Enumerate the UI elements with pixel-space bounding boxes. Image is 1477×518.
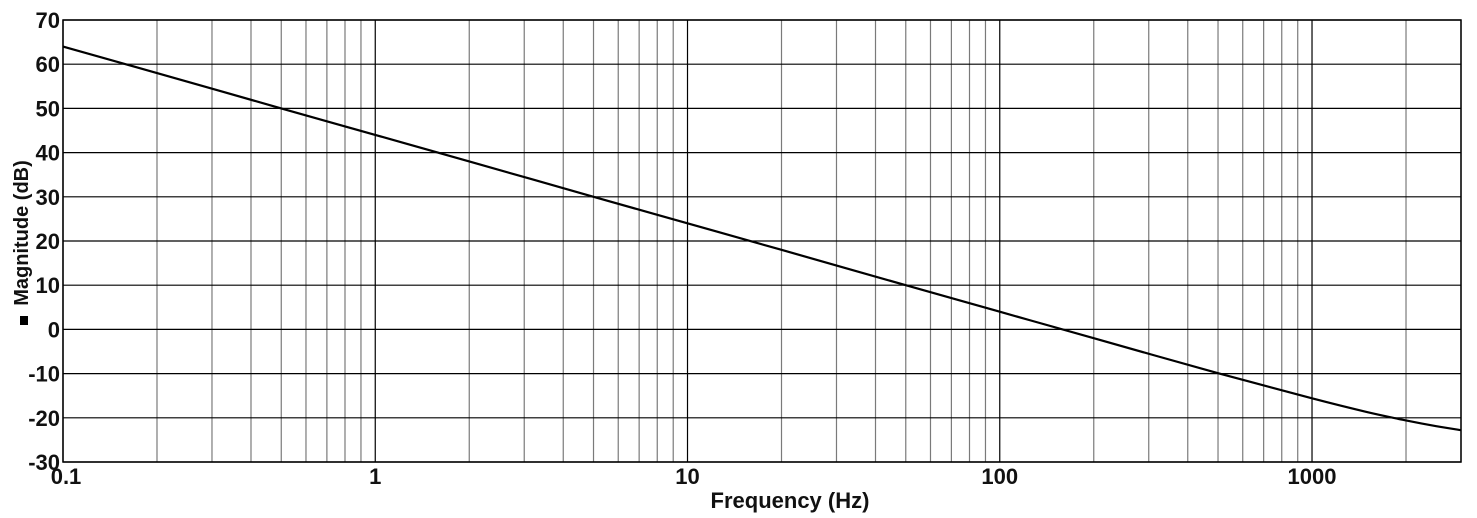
- y-tick-labels: 70 60 50 40 30 20 10 0 -10 -20 -30: [28, 8, 60, 475]
- x-axis-label: Frequency (Hz): [711, 488, 870, 513]
- x-tick-label: 1000: [1288, 464, 1337, 489]
- x-tick-labels: 0.1 1 10 100 1000: [51, 464, 1337, 489]
- y-tick-label: 20: [36, 229, 60, 254]
- y-tick-label: 70: [36, 8, 60, 33]
- y-tick-label: 40: [36, 141, 60, 166]
- y-tick-label: 30: [36, 185, 60, 210]
- y-tick-label: 10: [36, 273, 60, 298]
- y-axis-label: Magnitude (dB): [11, 160, 33, 306]
- plot-frame: [62, 19, 1462, 463]
- y-tick-label: 60: [36, 52, 60, 77]
- magnitude-series-line: [62, 45, 1462, 432]
- y-tick-label: -20: [28, 406, 60, 431]
- x-tick-label: 0.1: [51, 464, 82, 489]
- major-gridlines: [62, 19, 1461, 463]
- y-tick-label: 0: [48, 317, 60, 342]
- legend-swatch: [20, 316, 28, 325]
- x-tick-label: 1: [369, 464, 381, 489]
- series-layer: [62, 45, 1462, 432]
- y-tick-label: 50: [36, 96, 60, 121]
- y-tick-label: -30: [28, 450, 60, 475]
- x-tick-label: 10: [675, 464, 699, 489]
- y-tick-label: -10: [28, 362, 60, 387]
- x-tick-label: 100: [981, 464, 1018, 489]
